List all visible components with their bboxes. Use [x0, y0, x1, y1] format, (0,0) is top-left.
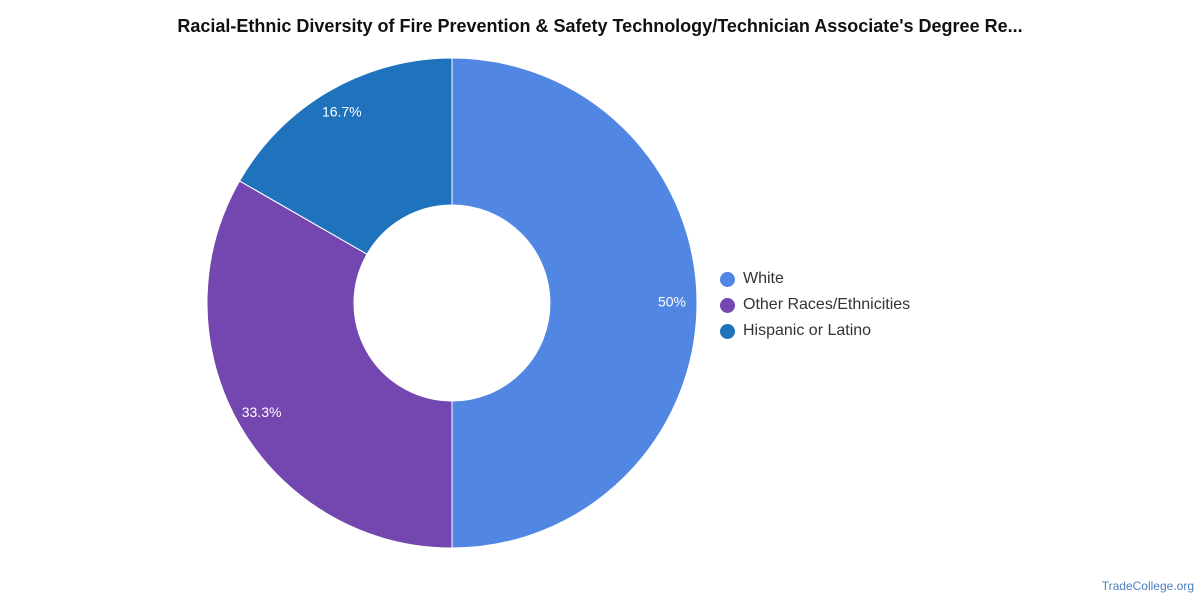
legend-swatch-hispanic — [720, 323, 735, 339]
slice-other-races[interactable] — [206, 180, 453, 549]
legend-swatch-other-races — [720, 297, 735, 313]
slice-label-hispanic: 16.7% — [322, 103, 362, 119]
legend-label-other-races: Other Races/Ethnicities — [743, 296, 911, 313]
chart-title: Racial-Ethnic Diversity of Fire Preventi… — [177, 16, 1023, 36]
legend-item-other-races[interactable]: Other Races/Ethnicities — [720, 292, 910, 318]
legend: White Other Races/Ethnicities Hispanic o… — [720, 266, 910, 344]
watermark[interactable]: TradeCollege.org — [1101, 579, 1194, 593]
legend-swatch-white — [720, 271, 735, 287]
legend-item-hispanic[interactable]: Hispanic or Latino — [720, 318, 910, 344]
legend-label-white: White — [743, 270, 784, 287]
slice-hispanic[interactable] — [238, 57, 453, 255]
legend-label-hispanic: Hispanic or Latino — [743, 322, 872, 339]
slice-label-other-races: 33.3% — [242, 404, 282, 420]
slice-label-white: 50% — [658, 294, 686, 310]
slice-white[interactable] — [451, 57, 698, 549]
legend-item-white[interactable]: White — [720, 266, 910, 292]
